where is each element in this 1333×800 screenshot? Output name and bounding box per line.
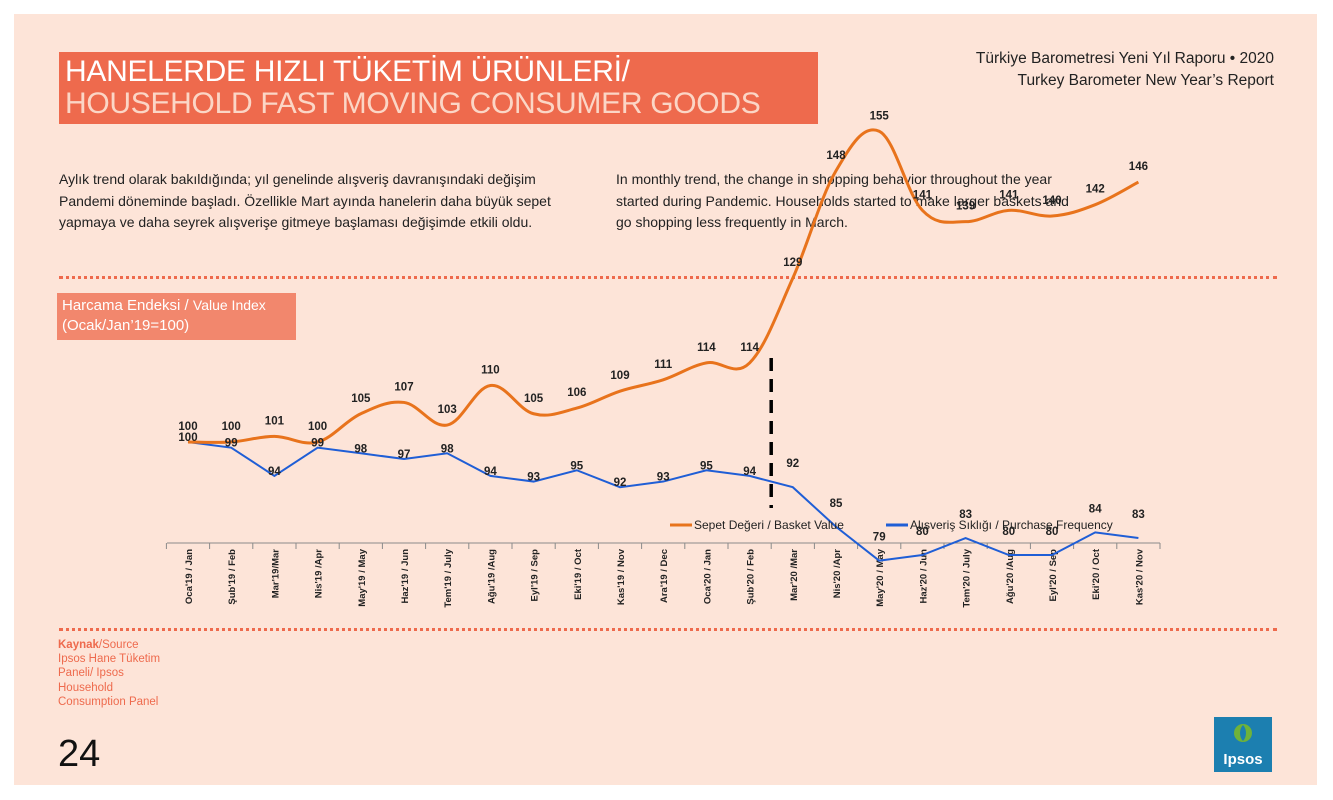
x-tick-label: Ara'19 / Dec [659, 549, 670, 603]
data-label-frequency: 93 [657, 472, 670, 484]
title-english: HOUSEHOLD FAST MOVING CONSUMER GOODS [65, 87, 761, 120]
data-label-frequency: 99 [225, 438, 238, 450]
data-label-basket: 110 [481, 365, 500, 377]
x-tick-label: Kas'19 / Nov [616, 548, 627, 605]
x-tick-label: Ağu'20 /Aug [1005, 549, 1016, 604]
data-label-frequency: 98 [354, 443, 367, 455]
data-label-frequency: 95 [700, 460, 713, 472]
report-name-english: Turkey Barometer New Year’s Report [1017, 72, 1274, 89]
data-label-basket: 142 [1086, 184, 1105, 196]
data-label-basket: 105 [351, 393, 371, 405]
data-label-frequency: 79 [873, 532, 886, 544]
data-label-frequency: 97 [398, 449, 411, 461]
title-turkish: HANELERDE HIZLI TÜKETİM ÜRÜNLERİ/ [65, 55, 630, 88]
ipsos-logo: Ipsos [1214, 717, 1272, 772]
data-label-frequency: 98 [441, 443, 454, 455]
x-tick-label: Oca'19 / Jan [184, 549, 195, 604]
data-label-basket: 114 [697, 342, 716, 354]
x-tick-label: Oca'20 / Jan [702, 549, 713, 604]
series-line-purchase-frequency [187, 441, 1139, 562]
index-label-turkish: Harcama Endeksi / [62, 297, 189, 314]
data-label-basket: 141 [999, 189, 1019, 201]
data-label-frequency: 93 [527, 472, 540, 484]
data-label-basket: 114 [740, 342, 759, 354]
x-tick-label: Kas'20 / Nov [1134, 548, 1145, 605]
x-tick-label: Nis'19 /Apr [314, 549, 325, 599]
logo-text: Ipsos [1223, 751, 1263, 768]
dotted-divider-top [59, 276, 1277, 279]
source-note: Kaynak/Source Ipsos Hane Tüketim Paneli/… [58, 638, 178, 709]
data-label-frequency: 100 [178, 432, 197, 444]
data-label-frequency: 94 [484, 466, 497, 478]
data-label-frequency: 84 [1089, 503, 1102, 515]
data-label-basket: 155 [870, 110, 890, 122]
source-label-bold: Kaynak [58, 639, 99, 651]
source-text: Ipsos Hane Tüketim Paneli/ Ipsos Househo… [58, 653, 161, 708]
data-label-frequency: 83 [1132, 509, 1145, 521]
x-tick-label: May'20 / May [875, 548, 886, 606]
x-tick-label: Mar'19/Mar [270, 549, 281, 599]
data-label-frequency: 85 [830, 498, 843, 510]
x-tick-label: Tem'19 / July [443, 548, 454, 607]
index-label-english: Value Index [192, 297, 266, 313]
data-label-frequency: 94 [268, 466, 281, 478]
x-tick-label: Eyl'19 / Sep [530, 549, 541, 602]
intro-text-english: In monthly trend, the change in shopping… [616, 171, 1069, 230]
data-label-basket: 107 [394, 381, 413, 393]
x-tick-label: Nis'20 /Apr [832, 549, 843, 599]
data-label-frequency: 94 [743, 466, 756, 478]
dotted-divider-bottom [59, 628, 1277, 631]
data-label-basket: 103 [438, 404, 457, 416]
intro-text-turkish: Aylık trend olarak bakıldığında; yıl gen… [59, 171, 551, 230]
data-label-frequency: 83 [959, 509, 972, 521]
data-label-basket: 146 [1129, 161, 1148, 173]
x-tick-label: Eki'20 / Oct [1091, 548, 1102, 600]
x-tick-label: Mar'20 /Mar [789, 549, 800, 601]
data-label-basket: 105 [524, 393, 544, 405]
data-label-basket: 148 [826, 150, 846, 162]
data-label-frequency: 92 [614, 477, 627, 489]
x-tick-label: Şub'20 / Feb [746, 549, 757, 605]
page-number: 24 [58, 733, 101, 775]
data-label-basket: 106 [567, 387, 586, 399]
data-label-frequency: 99 [311, 438, 324, 450]
index-base-note: (Ocak/Jan’19=100) [62, 317, 190, 334]
title-banner: HANELERDE HIZLI TÜKETİM ÜRÜNLERİ/ HOUSEH… [59, 52, 818, 124]
series-line-basket-value [187, 128, 1140, 445]
data-label-basket: 111 [654, 359, 673, 371]
data-label-frequency: 80 [916, 526, 929, 538]
x-tick-label: Haz'19 / Jun [400, 549, 411, 604]
legend-label: Alışveriş Sıklığı / Purchase Frequency [910, 518, 1113, 532]
data-label-basket: 140 [1042, 195, 1061, 207]
data-label-frequency: 92 [786, 458, 799, 470]
x-tick-label: Şub'19 / Feb [227, 549, 238, 605]
data-label-basket: 101 [265, 415, 285, 427]
x-tick-label: May'19 / May [357, 548, 368, 606]
x-tick-label: Eki'19 / Oct [573, 548, 584, 600]
x-tick-label: Ağu'19 /Aug [486, 549, 497, 604]
source-label-rest: /Source [98, 639, 139, 651]
data-label-basket: 129 [783, 257, 802, 269]
data-label-frequency: 95 [570, 460, 583, 472]
legend-label: Sepet Değeri / Basket Value [694, 518, 844, 532]
data-label-basket: 100 [222, 421, 241, 433]
x-tick-label: Eyl'20 / Sep [1048, 549, 1059, 602]
data-label-basket: 100 [178, 421, 197, 433]
data-label-basket: 109 [610, 370, 629, 382]
data-label-frequency: 80 [1002, 526, 1015, 538]
x-tick-label: Haz'20 / Jun [918, 549, 929, 604]
index-label-box: Harcama Endeksi / Value Index (Ocak/Jan’… [57, 293, 296, 340]
slide-background [14, 14, 1317, 785]
logo-mark-icon [1234, 724, 1252, 742]
report-name-turkish: Türkiye Barometresi Yeni Yıl Raporu • 20… [975, 50, 1274, 67]
data-label-basket: 139 [956, 201, 975, 213]
data-label-basket: 141 [913, 189, 933, 201]
data-label-frequency: 80 [1046, 526, 1059, 538]
data-label-basket: 100 [308, 421, 327, 433]
x-tick-label: Tem'20 / July [962, 548, 973, 607]
